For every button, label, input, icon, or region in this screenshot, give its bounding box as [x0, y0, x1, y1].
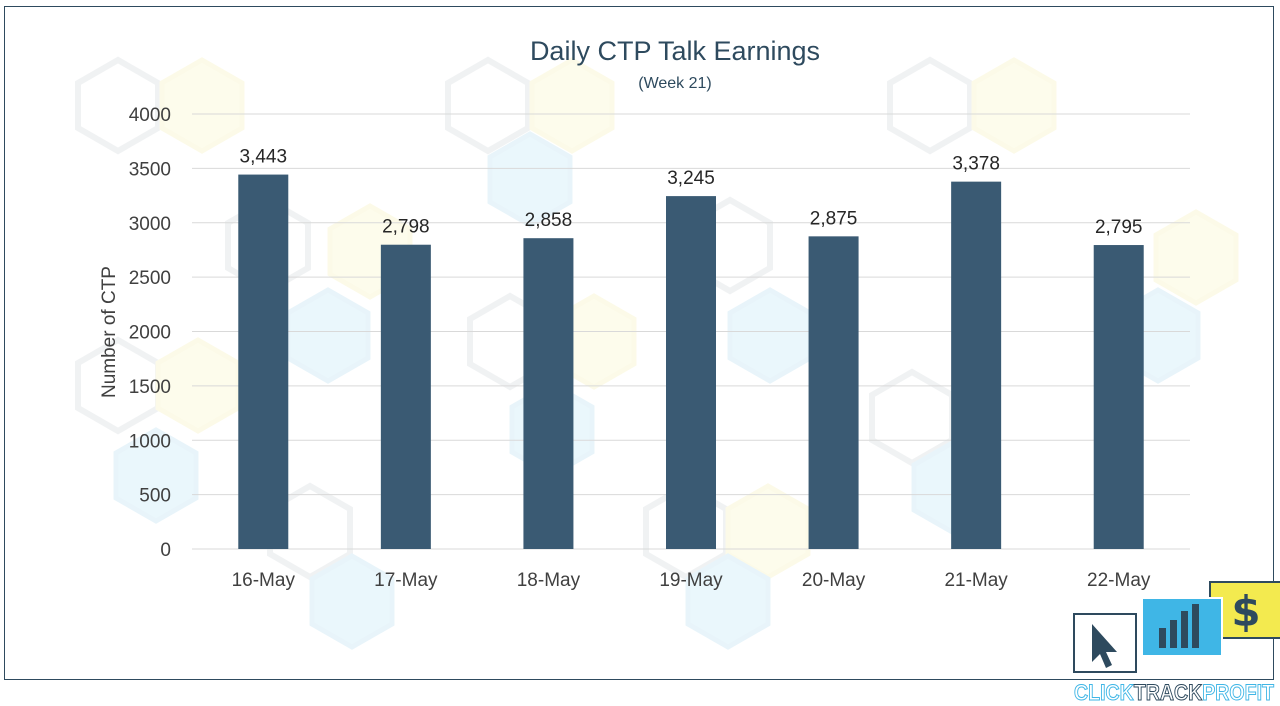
- y-tick-label: 2000: [129, 323, 171, 344]
- bar-20-May: [808, 236, 859, 549]
- y-tick-label: 1000: [129, 431, 171, 452]
- x-tick-label: 19-May: [659, 570, 723, 591]
- bar-18-May: [523, 238, 574, 549]
- y-tick-label: 3000: [129, 214, 171, 235]
- y-tick-label: 2500: [129, 268, 171, 289]
- cursor-icon: [1092, 624, 1117, 668]
- slide-frame: [4, 6, 1274, 680]
- x-tick-label: 18-May: [517, 570, 581, 591]
- y-axis-title: Number of CTP: [99, 266, 120, 398]
- data-label: 3,443: [240, 147, 288, 168]
- y-tick-label: 3500: [129, 159, 171, 180]
- y-axis-ticks: 0 500 1000 1500 2000 2500 3000 3500 4000: [129, 105, 171, 561]
- data-label: 2,875: [810, 208, 858, 229]
- clicktrackprofit-logo: $ CLICKTRACKPROFIT: [1073, 581, 1280, 706]
- chart-subtitle: (Week 21): [638, 75, 712, 92]
- x-tick-label: 22-May: [1087, 570, 1151, 591]
- y-tick-label: 0: [160, 540, 171, 561]
- bars: [238, 174, 1144, 550]
- data-label: 3,378: [952, 154, 1000, 175]
- bar-19-May: [666, 196, 716, 549]
- x-tick-label: 21-May: [944, 570, 1008, 591]
- data-label: 2,798: [382, 217, 430, 238]
- bar-22-May: [1093, 245, 1144, 549]
- x-tick-label: 20-May: [802, 570, 866, 591]
- y-tick-label: 500: [139, 486, 171, 507]
- chart-title: Daily CTP Talk Earnings: [530, 36, 820, 66]
- bar-graph-icon: [1159, 604, 1199, 648]
- logo-wordmark: CLICKTRACKPROFIT: [1074, 680, 1274, 705]
- data-label: 3,245: [667, 168, 715, 189]
- y-tick-label: 1500: [129, 377, 171, 398]
- bar-16-May: [238, 174, 289, 550]
- bar-17-May: [380, 244, 431, 549]
- dollar-icon: $: [1231, 587, 1260, 636]
- x-tick-label: 16-May: [232, 570, 296, 591]
- x-tick-label: 17-May: [374, 570, 438, 591]
- data-label: 2,858: [525, 210, 573, 231]
- data-label: 2,795: [1095, 217, 1143, 238]
- x-axis-ticks: 16-May 17-May 18-May 19-May 20-May 21-May 22-M…: [232, 570, 1151, 591]
- data-labels: 3,443 2,798 2,858 3,245 2,875 3,378 2,795: [240, 147, 1143, 238]
- y-tick-label: 4000: [129, 105, 171, 126]
- bar-21-May: [951, 181, 1002, 549]
